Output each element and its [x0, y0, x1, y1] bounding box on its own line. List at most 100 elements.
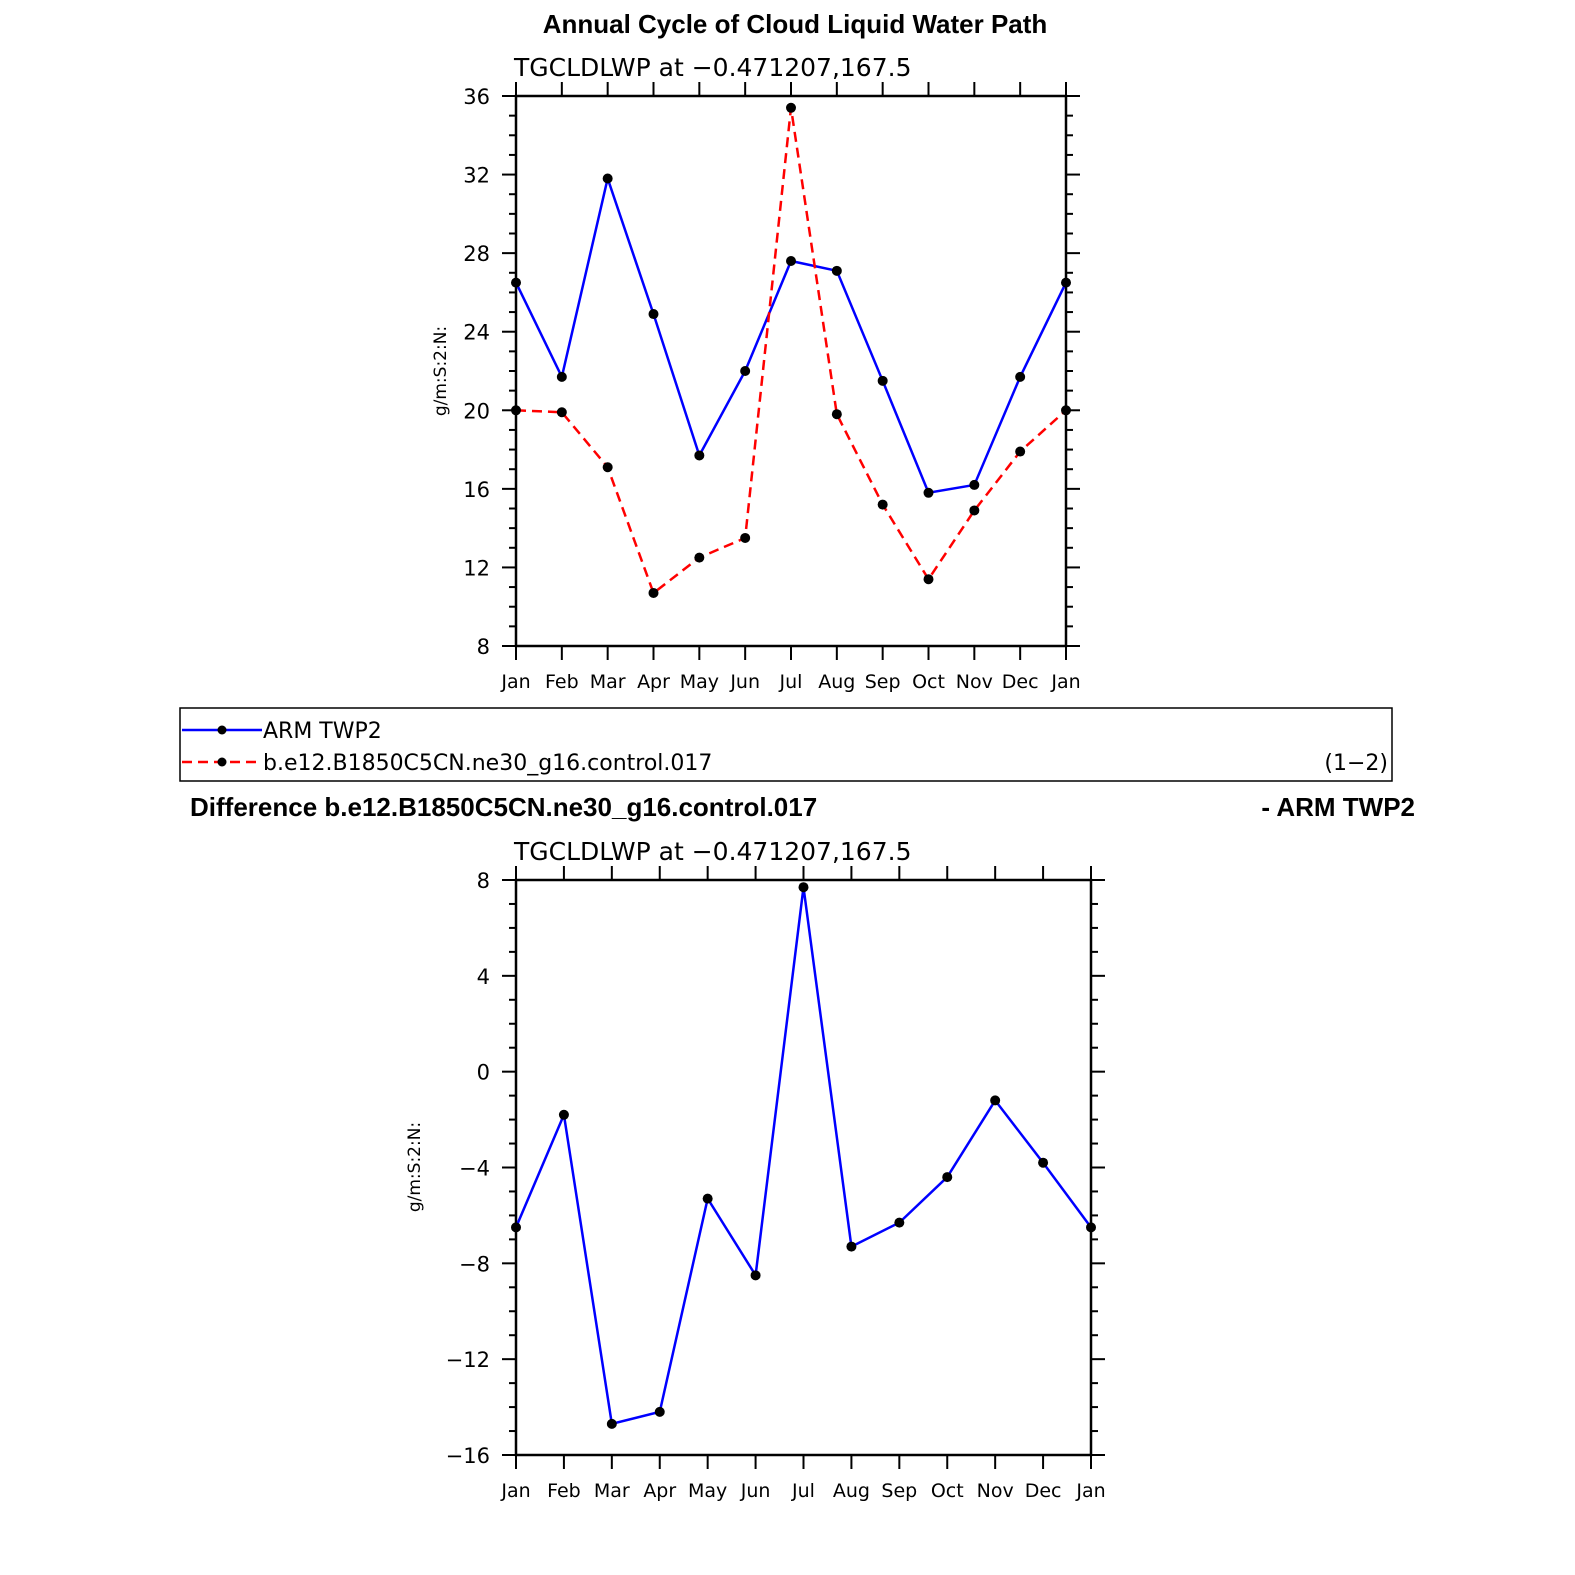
legend-label-obs: ARM TWP2	[263, 719, 382, 744]
series-0-point	[831, 265, 842, 276]
y-tick-label: −16	[446, 1444, 490, 1468]
series-1-point	[511, 405, 521, 416]
y-tick-label: 0	[477, 1061, 490, 1085]
y-tick-label: 28	[463, 242, 490, 266]
series-0-point	[942, 1172, 953, 1183]
legend-box: ARM TWP2 b.e12.B1850C5CN.ne30_g16.contro…	[179, 707, 1393, 782]
chart-difference: TGCLDLWP at −0.471207,167.5 g/m:S:2:N: −16…	[405, 837, 1106, 1502]
series-0-point	[894, 1217, 905, 1228]
series-0-point	[786, 256, 796, 266]
series-0-point	[740, 366, 751, 376]
series-1-point	[969, 505, 980, 516]
y-tick-label: 20	[463, 399, 490, 423]
x-tick-label: Feb	[545, 671, 579, 693]
chart-annual-cycle: TGCLDLWP at −0.471207,167.5 g/m:S:2:N: 8 12…	[431, 53, 1081, 693]
x-tick-label: Jan	[500, 671, 530, 693]
x-tick-label: Dec	[1002, 671, 1039, 693]
series-line-1	[515, 107, 1067, 595]
x-tick-label: Sep	[865, 671, 901, 693]
series-1-point	[694, 552, 705, 563]
diff-title-right: - ARM TWP2	[1261, 792, 1415, 822]
y-tick-label: −4	[459, 1157, 490, 1181]
series-0-point	[923, 487, 934, 498]
x-tick-label: Jun	[729, 671, 760, 693]
x-tick-label: Jul	[779, 671, 803, 693]
y-tick-label: 4	[477, 965, 490, 989]
legend-marker-model	[217, 757, 227, 767]
y-tick-label: 32	[463, 164, 490, 188]
x-tick-label: Jun	[740, 1480, 771, 1502]
series-0-point	[702, 1193, 713, 1204]
x-tick-label: Apr	[643, 1480, 676, 1502]
series-0-point	[606, 1418, 617, 1429]
main-title: Annual Cycle of Cloud Liquid Water Path	[543, 9, 1048, 39]
series-0-point	[556, 371, 567, 382]
series-1-point	[602, 462, 613, 473]
x-tick-label: May	[688, 1480, 727, 1502]
series-1-point	[556, 407, 567, 418]
y-axis-label: g/m:S:2:N:	[405, 1122, 425, 1212]
y-tick-label: −12	[446, 1348, 490, 1372]
x-tick-label: May	[680, 671, 719, 693]
x-tick-label: Nov	[956, 671, 993, 693]
x-tick-label: Jan	[1075, 1480, 1105, 1502]
y-tick-label: 8	[477, 869, 490, 893]
x-tick-label: Mar	[590, 671, 626, 693]
series-0-point	[511, 277, 521, 288]
series-1-point	[877, 499, 888, 510]
plot-frame	[514, 94, 1068, 648]
x-tick-label: Oct	[931, 1480, 964, 1502]
legend-note: (1−2)	[1324, 751, 1388, 776]
series-0-point	[1061, 277, 1071, 288]
chart-subtitle: TGCLDLWP at −0.471207,167.5	[513, 53, 911, 82]
y-tick-label: 36	[463, 85, 490, 109]
series-0-point	[990, 1095, 1001, 1106]
series-1-point	[1061, 405, 1071, 416]
series-1-point	[786, 102, 796, 113]
series-0-point	[558, 1109, 569, 1120]
x-tick-label: Jan	[500, 1480, 530, 1502]
x-tick-label: Aug	[833, 1480, 870, 1502]
y-tick-label: 16	[463, 478, 490, 502]
x-tick-label: Oct	[912, 671, 945, 693]
series-1-point	[923, 574, 934, 585]
series-0-point	[1086, 1222, 1096, 1233]
series-1-point	[1015, 446, 1026, 457]
series-0-point	[750, 1270, 761, 1281]
series-line-0	[514, 173, 1068, 495]
series-0-point	[798, 882, 809, 893]
x-tick-label: Dec	[1025, 1480, 1062, 1502]
x-tick-label: Jan	[1050, 671, 1080, 693]
series-0-point	[969, 479, 980, 490]
x-tick-label: Mar	[594, 1480, 630, 1502]
x-tick-label: Nov	[977, 1480, 1014, 1502]
y-tick-label: 12	[463, 556, 490, 580]
y-tick-label: −8	[459, 1252, 490, 1276]
series-line-0	[514, 887, 1093, 1426]
series-0-point	[1038, 1157, 1049, 1168]
series-0-point	[846, 1241, 857, 1252]
x-tick-label: Feb	[547, 1480, 581, 1502]
x-tick-label: Aug	[818, 671, 855, 693]
x-tick-label: Jul	[791, 1480, 815, 1502]
series-0-point	[654, 1406, 665, 1417]
series-1-point	[740, 532, 751, 543]
series-0-point	[648, 309, 659, 320]
chart-subtitle: TGCLDLWP at −0.471207,167.5	[513, 837, 911, 866]
series-0-point	[694, 450, 705, 461]
x-tick-label: Apr	[637, 671, 670, 693]
y-tick-label: 24	[463, 321, 490, 345]
series-1-point	[648, 587, 659, 598]
x-tick-label: Sep	[881, 1480, 917, 1502]
series-0-point	[511, 1222, 521, 1233]
y-tick-label: 8	[477, 635, 490, 659]
legend-label-model: b.e12.B1850C5CN.ne30_g16.control.017	[263, 751, 712, 776]
series-0-point	[877, 375, 888, 386]
series-0-point	[1015, 371, 1026, 382]
series-1-point	[831, 409, 842, 420]
series-0-point	[602, 173, 613, 184]
y-axis-label: g/m:S:2:N:	[431, 326, 451, 416]
legend-marker-obs	[217, 725, 227, 735]
diff-title-left: Difference b.e12.B1850C5CN.ne30_g16.cont…	[190, 792, 817, 822]
